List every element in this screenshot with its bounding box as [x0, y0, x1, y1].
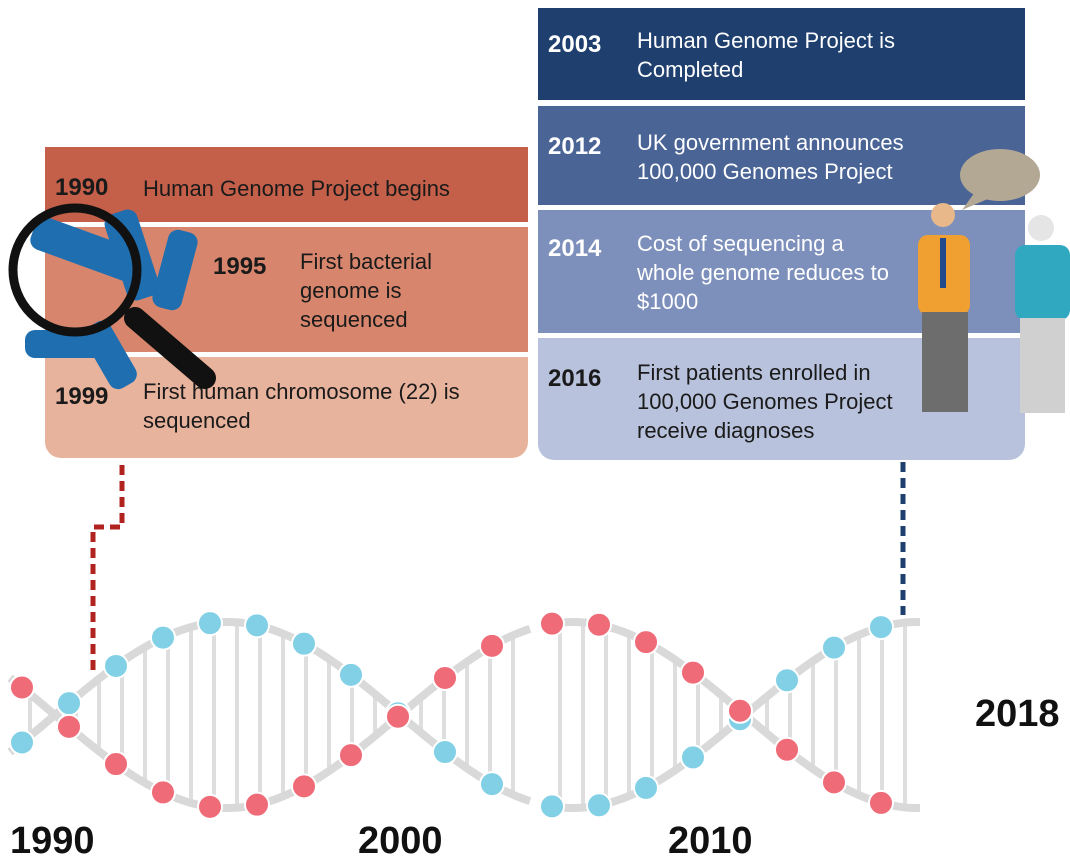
- helix-dot: [822, 770, 846, 794]
- helix-dot: [10, 675, 34, 699]
- event-row: 2003 Human Genome Project is Completed: [538, 8, 1025, 100]
- event-row: 2012 UK government announces 100,000 Gen…: [538, 106, 1025, 205]
- event-row: 1995 First bacterial genome is sequenced: [45, 227, 528, 352]
- connector: [93, 465, 122, 670]
- helix-dot: [198, 795, 222, 819]
- helix-dot: [151, 780, 175, 804]
- helix-dot: [198, 611, 222, 635]
- helix-dot: [339, 743, 363, 767]
- helix-dot: [292, 774, 316, 798]
- helix-dot: [151, 626, 175, 650]
- event-year: 2012: [548, 132, 601, 161]
- helix-dot: [775, 738, 799, 762]
- event-text: UK government announces 100,000 Genomes …: [637, 128, 937, 186]
- event-year: 1999: [55, 382, 108, 411]
- helix-dot: [587, 793, 611, 817]
- helix-dot: [57, 691, 81, 715]
- helix-dot: [634, 630, 658, 654]
- helix-dot: [775, 668, 799, 692]
- helix-dot: [869, 615, 893, 639]
- helix-dot: [822, 636, 846, 660]
- helix-strand: [10, 622, 530, 801]
- helix-dot: [433, 740, 457, 764]
- event-row: 1999 First human chromosome (22) is sequ…: [45, 357, 528, 458]
- event-text: Cost of sequencing a whole genome reduce…: [637, 229, 892, 316]
- helix-dot: [869, 791, 893, 815]
- event-year: 2014: [548, 234, 601, 263]
- helix-dot: [245, 793, 269, 817]
- axis-label: 2010: [668, 820, 753, 863]
- infographic: 1990 Human Genome Project begins 1995 Fi…: [0, 0, 1070, 862]
- event-row: 1990 Human Genome Project begins: [45, 147, 528, 222]
- helix-dot: [386, 705, 410, 729]
- event-text: First patients enrolled in 100,000 Genom…: [637, 358, 922, 445]
- axis-label: 2018: [975, 693, 1060, 736]
- helix-strand: [10, 629, 530, 808]
- axis-label: 1990: [10, 820, 95, 863]
- helix-dot: [480, 772, 504, 796]
- event-year: 2016: [548, 364, 601, 393]
- helix-dot: [634, 776, 658, 800]
- helix-dot: [104, 752, 128, 776]
- event-row: 2014 Cost of sequencing a whole genome r…: [538, 210, 1025, 333]
- event-year: 2003: [548, 30, 601, 59]
- event-text: First bacterial genome is sequenced: [300, 247, 480, 334]
- helix-dot: [104, 654, 128, 678]
- helix-dot: [433, 666, 457, 690]
- helix-dot: [728, 699, 752, 723]
- helix-dot: [540, 794, 564, 818]
- helix-dot: [587, 613, 611, 637]
- event-row: 2016 First patients enrolled in 100,000 …: [538, 338, 1025, 460]
- event-year: 1995: [213, 252, 266, 281]
- axis-label: 2000: [358, 820, 443, 863]
- helix-dot: [245, 613, 269, 637]
- helix-dot: [681, 661, 705, 685]
- helix-dot: [339, 663, 363, 687]
- helix-dot: [681, 745, 705, 769]
- helix-dot: [57, 715, 81, 739]
- helix-dot: [10, 731, 34, 755]
- event-year: 1990: [55, 173, 108, 202]
- helix-dot: [480, 634, 504, 658]
- helix-dot: [292, 632, 316, 656]
- event-text: First human chromosome (22) is sequenced: [143, 377, 503, 435]
- event-text: Human Genome Project is Completed: [637, 26, 907, 84]
- event-text: Human Genome Project begins: [143, 174, 450, 203]
- helix-dot: [540, 612, 564, 636]
